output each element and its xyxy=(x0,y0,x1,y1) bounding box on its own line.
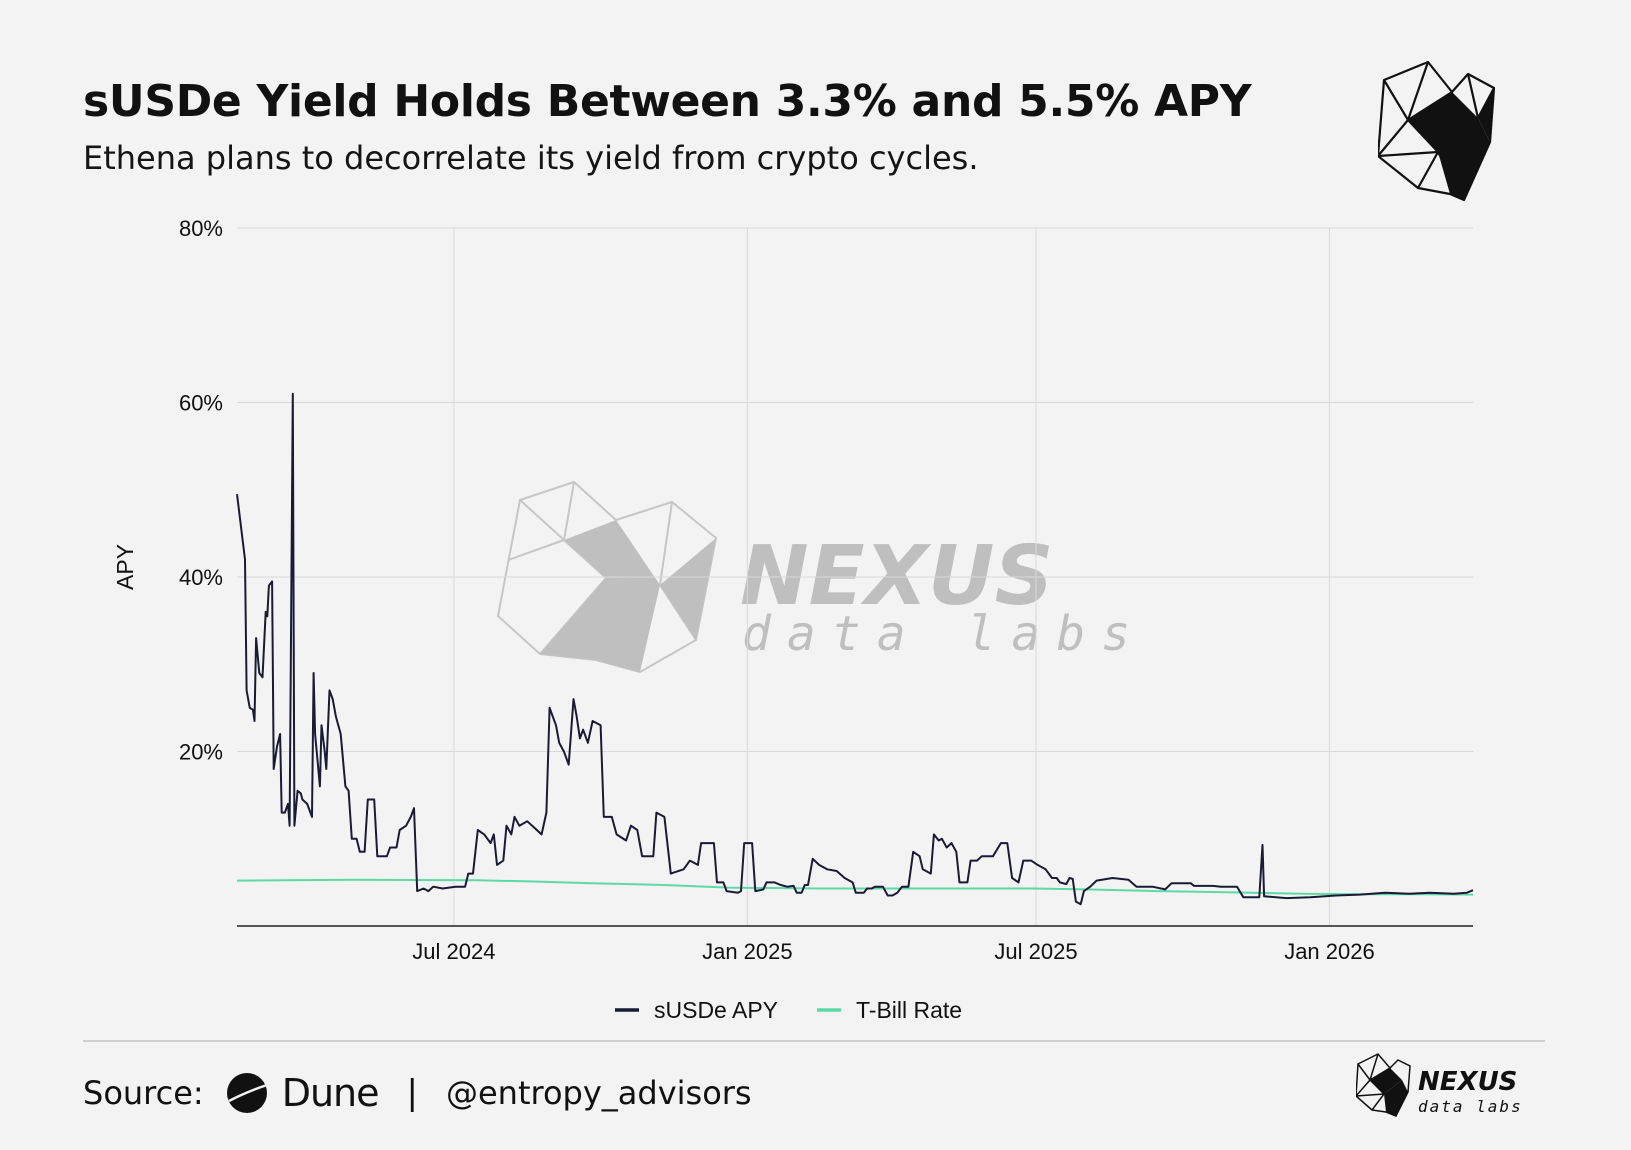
y-tick-label: 60% xyxy=(179,391,223,416)
footer-divider xyxy=(83,1040,1545,1042)
footer-separator: | xyxy=(406,1073,418,1113)
logo-brand: NEXUS xyxy=(1418,1067,1517,1097)
nexus-logo-icon xyxy=(1378,60,1496,202)
y-axis-label: APY xyxy=(112,544,138,590)
legend-label: sUSDe APY xyxy=(654,997,778,1023)
nexus-logo-small-icon: NEXUS data labs xyxy=(1356,1053,1523,1117)
source-label: Source: xyxy=(83,1074,204,1112)
x-tick-label: Jul 2025 xyxy=(994,939,1077,964)
y-tick-label: 40% xyxy=(179,565,223,590)
watermark-tagline: data labs xyxy=(742,606,1146,662)
x-tick-label: Jan 2026 xyxy=(1284,939,1375,964)
footer: Source: Dune | @entropy_advisors xyxy=(83,1068,752,1118)
dune-icon xyxy=(226,1073,268,1113)
x-tick-label: Jan 2025 xyxy=(702,939,793,964)
chart-title: sUSDe Yield Holds Between 3.3% and 5.5% … xyxy=(83,76,1252,127)
y-tick-label: 20% xyxy=(179,740,223,765)
chart-subtitle: Ethena plans to decorrelate its yield fr… xyxy=(83,139,979,177)
x-tick-label: Jul 2024 xyxy=(412,939,495,964)
y-tick-label: 80% xyxy=(179,216,223,241)
legend-label: T-Bill Rate xyxy=(856,997,962,1023)
series-line-susde-apy xyxy=(236,392,1474,906)
dune-label: Dune xyxy=(281,1071,380,1115)
handle-link[interactable]: @entropy_advisors xyxy=(445,1074,752,1112)
logo-tagline: data labs xyxy=(1418,1097,1523,1116)
